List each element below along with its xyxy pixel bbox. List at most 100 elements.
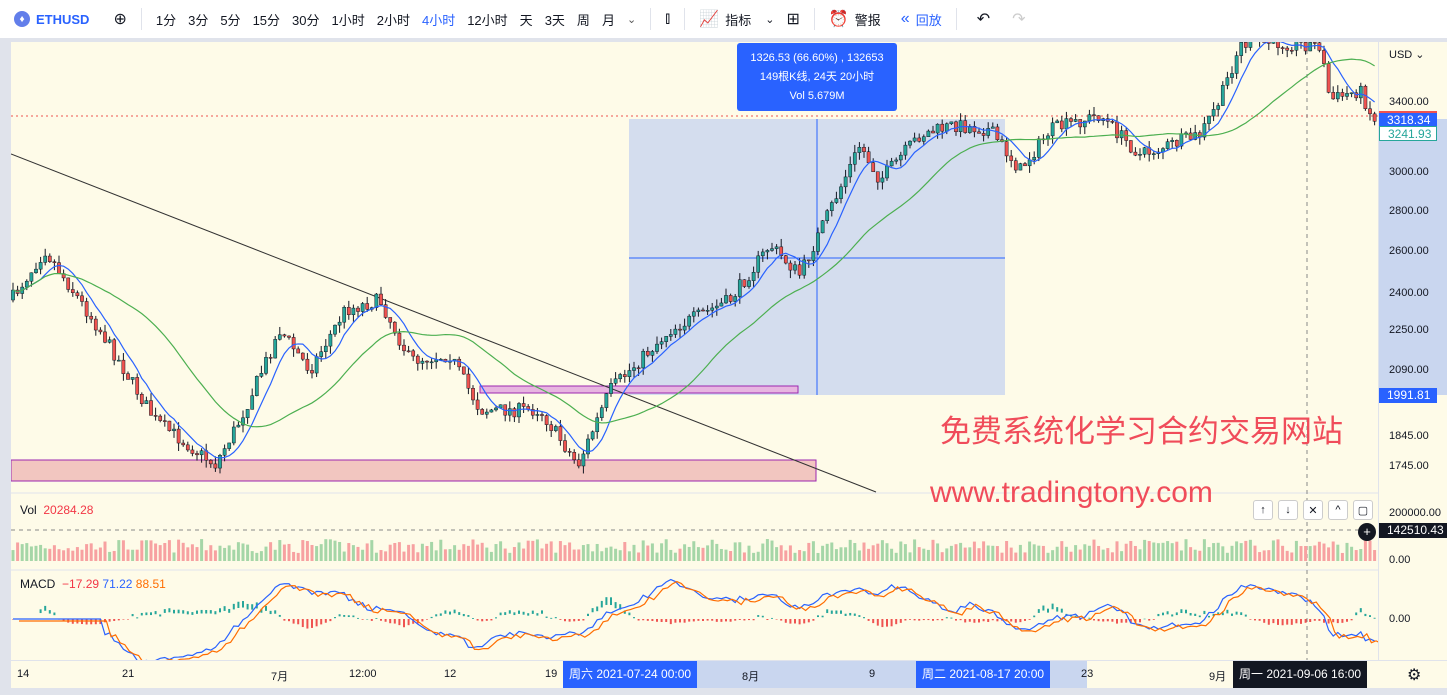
candle-body <box>337 321 342 326</box>
volume-bar <box>462 544 466 561</box>
timeframe-11[interactable]: 周 <box>576 12 590 28</box>
candle-body <box>195 453 199 456</box>
macd-histogram-bar <box>1286 619 1289 625</box>
macd-histogram-bar <box>702 619 704 621</box>
volume-bar <box>1271 540 1275 561</box>
macd-histogram-bar <box>251 604 254 610</box>
settings-gear-icon[interactable]: ⚙ <box>1407 667 1422 684</box>
macd-histogram-bar <box>660 619 663 622</box>
volume-bar <box>972 541 976 561</box>
timeframe-10[interactable]: 3天 <box>544 12 565 28</box>
timeframe-0[interactable]: 1分 <box>155 12 177 28</box>
candle-body <box>1059 120 1064 130</box>
macd-histogram-bar <box>444 610 447 614</box>
macd-histogram-bar <box>890 619 893 627</box>
candle-body <box>1032 157 1037 161</box>
indicators-chevron-icon[interactable]: ⌄ <box>765 13 775 26</box>
indicators-button[interactable]: 📈 指标 <box>693 0 751 38</box>
toolbar-divider <box>0 38 1447 42</box>
indicators-label: 指标 <box>725 12 752 28</box>
macd-histogram-bar <box>1240 612 1243 616</box>
macd-histogram-bar <box>651 619 654 622</box>
macd-histogram-bar <box>1313 619 1316 621</box>
timeframe-9[interactable]: 天 <box>519 12 533 28</box>
candle-body <box>678 328 682 331</box>
volume-bar <box>894 552 898 561</box>
candle-body <box>1202 123 1207 138</box>
candle-body <box>990 126 995 129</box>
candle-body <box>857 146 862 153</box>
pane-move-up-button[interactable]: ↑ <box>1253 500 1273 520</box>
symbol-button[interactable]: ♦ ETHUSD <box>14 0 89 38</box>
candle-body <box>742 279 747 287</box>
candle-body <box>816 232 820 252</box>
timeframe-1[interactable]: 3分 <box>188 12 209 28</box>
timeframe-4[interactable]: 30分 <box>292 12 320 28</box>
undo-icon[interactable]: ↶ <box>976 11 991 28</box>
macd-histogram-bar <box>766 619 769 621</box>
pane-move-down-button[interactable]: ↓ <box>1278 500 1298 520</box>
macd-histogram-bar <box>909 619 911 620</box>
candle-body <box>1363 85 1368 110</box>
timeframe-2[interactable]: 5分 <box>220 12 241 28</box>
price-axis[interactable]: USD ⌄ 3400.00 3000.00 2800.00 2600.00 2400.0… <box>1378 42 1447 660</box>
candle-body <box>903 144 908 156</box>
replay-button[interactable]: « 回放 <box>895 0 942 38</box>
volume-bar <box>641 540 645 561</box>
volume-bar <box>374 552 378 561</box>
timeframe-7[interactable]: 4小时 <box>421 12 456 28</box>
candle-body <box>1220 85 1225 106</box>
timeframe-dropdown-chevron-icon[interactable]: ⌄ <box>626 13 637 26</box>
alert-button[interactable]: ⏰ 警报 <box>823 0 881 38</box>
timeframe-8[interactable]: 12小时 <box>467 12 508 28</box>
volume-bar <box>1046 552 1050 561</box>
candlestick-type-icon[interactable]: ⫾ <box>665 10 671 27</box>
pane-maximize-button[interactable]: ▢ <box>1353 500 1373 520</box>
macd-histogram-bar <box>1102 619 1105 622</box>
volume-bar <box>664 539 668 561</box>
macd-histogram-bar <box>794 619 796 624</box>
candle-body <box>282 334 287 337</box>
chart-canvas[interactable] <box>10 31 1381 665</box>
candle-body <box>1225 77 1230 86</box>
timeframe-3[interactable]: 15分 <box>252 12 281 28</box>
macd-histogram-bar <box>324 619 327 623</box>
volume-bar <box>692 541 696 561</box>
candle-body <box>296 348 301 354</box>
time-axis[interactable]: 14 21 7月 12:00 12 19 8月 9 23 9月 周六 2021-07-24 00:… <box>11 660 1447 688</box>
timeframe-6[interactable]: 2小时 <box>376 12 410 28</box>
candle-body <box>609 383 613 394</box>
redo-icon[interactable]: ↷ <box>1012 11 1026 28</box>
candle-body <box>802 259 807 276</box>
macd-histogram-bar <box>605 597 608 605</box>
volume-bar <box>342 551 346 561</box>
macd-histogram-bar <box>1185 609 1187 614</box>
macd-histogram-bar <box>922 619 925 621</box>
candle-body <box>1340 92 1345 97</box>
candle-body <box>208 460 213 465</box>
layout-grid-icon[interactable]: ⊞ <box>786 11 800 28</box>
timeframe-5[interactable]: 1小时 <box>331 12 365 28</box>
compare-add-icon[interactable]: ⊕ <box>113 11 127 28</box>
timeframe-12[interactable]: 月 <box>601 12 615 28</box>
macd-histogram-bar <box>1148 619 1151 621</box>
volume-bar <box>1156 543 1160 561</box>
macd-histogram-bar <box>1042 605 1045 611</box>
candle-body <box>921 136 926 142</box>
volume-bar <box>807 542 811 561</box>
currency-selector[interactable]: USD ⌄ <box>1389 49 1425 61</box>
macd-signal-line <box>19 580 1381 665</box>
pane-collapse-button[interactable]: ^ <box>1328 500 1348 520</box>
candle-body <box>222 448 227 456</box>
macd-histogram-bar <box>720 619 723 622</box>
chart-area[interactable] <box>10 31 1381 665</box>
volume-bar <box>181 542 185 561</box>
volume-bar <box>1087 545 1091 561</box>
candle-body <box>595 417 600 433</box>
pane-close-button[interactable]: ✕ <box>1303 500 1323 520</box>
macd-histogram-bar <box>1203 610 1206 615</box>
add-plus-icon[interactable]: + <box>1358 523 1376 541</box>
candle-body <box>1128 140 1133 153</box>
volume-label: Vol <box>20 503 37 517</box>
volume-bar <box>11 550 15 561</box>
